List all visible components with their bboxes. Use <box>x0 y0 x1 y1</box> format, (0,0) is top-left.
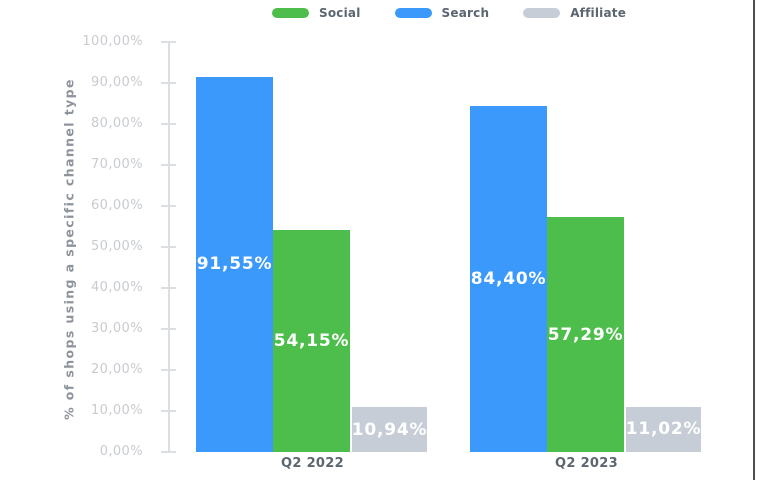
y-tick-label: 90,00% <box>91 75 143 90</box>
y-tick-label: 10,00% <box>91 403 143 418</box>
y-tick-mark <box>161 410 176 412</box>
y-tick-mark <box>161 164 176 166</box>
window-edge-line <box>753 0 755 480</box>
y-tick-label: 20,00% <box>91 362 143 377</box>
bar-value-label: 54,15% <box>273 330 350 351</box>
legend-swatch-affiliate <box>523 8 561 18</box>
legend-label: Affiliate <box>570 6 627 20</box>
y-tick-mark <box>161 123 176 125</box>
y-tick-mark <box>161 246 176 248</box>
y-tick-label: 70,00% <box>91 157 143 172</box>
bar-search-q2-2022: 91,55% <box>196 76 273 452</box>
y-tick-mark <box>161 451 176 453</box>
bar-social-q2-2023: 57,29% <box>547 217 624 452</box>
x-axis-label-q2-2022: Q2 2022 <box>281 456 344 471</box>
legend-item-social[interactable]: Social <box>272 6 361 20</box>
bar-value-label: 84,40% <box>470 268 547 289</box>
y-tick-label: 100,00% <box>82 34 143 49</box>
bar-value-label: 10,94% <box>351 419 428 440</box>
y-tick-label: 0,00% <box>99 444 143 459</box>
y-tick-label: 30,00% <box>91 321 143 336</box>
legend-swatch-social <box>272 8 309 18</box>
bar-value-label: 11,02% <box>625 419 702 440</box>
chart-legend: Social Search Affiliate <box>272 6 626 20</box>
y-tick-label: 40,00% <box>91 280 143 295</box>
y-tick-mark <box>161 328 176 330</box>
y-tick-mark <box>161 82 176 84</box>
legend-item-affiliate[interactable]: Affiliate <box>523 6 626 20</box>
y-tick-mark <box>161 41 176 43</box>
legend-item-search[interactable]: Search <box>394 6 490 20</box>
y-tick-mark <box>161 369 176 371</box>
bar-search-q2-2023: 84,40% <box>470 105 547 452</box>
y-tick-mark <box>161 205 176 207</box>
x-axis-label-q2-2023: Q2 2023 <box>555 456 618 471</box>
legend-label: Search <box>441 6 490 20</box>
y-tick-label: 50,00% <box>91 239 143 254</box>
bar-affiliate-q2-2022: 10,94% <box>352 407 427 452</box>
bar-social-q2-2022: 54,15% <box>273 229 350 452</box>
y-tick-label: 60,00% <box>91 198 143 213</box>
bar-value-label: 57,29% <box>547 324 624 345</box>
legend-label: Social <box>319 6 361 20</box>
bar-value-label: 91,55% <box>196 254 273 275</box>
y-tick-mark <box>161 287 176 289</box>
bar-affiliate-q2-2023: 11,02% <box>625 406 702 452</box>
legend-swatch-search <box>394 8 432 18</box>
y-tick-label: 80,00% <box>91 116 143 131</box>
